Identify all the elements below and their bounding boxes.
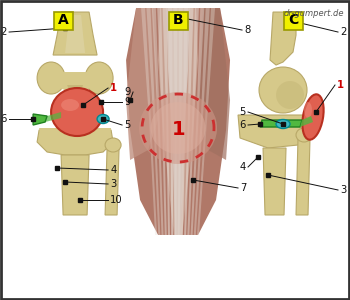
Text: 2: 2 [340,27,346,37]
Ellipse shape [276,81,304,109]
Text: 8: 8 [244,25,250,35]
Ellipse shape [51,88,103,136]
Polygon shape [61,155,89,215]
Polygon shape [263,148,286,215]
Text: 3: 3 [110,179,116,189]
Text: 5: 5 [240,107,246,117]
Text: C: C [288,13,298,27]
Polygon shape [163,8,170,235]
Text: 3: 3 [340,185,346,195]
Ellipse shape [302,94,324,140]
Polygon shape [146,8,160,235]
Polygon shape [181,8,188,235]
Ellipse shape [150,102,205,154]
Text: 1: 1 [337,80,344,90]
Polygon shape [152,8,163,235]
Polygon shape [191,8,204,235]
Text: 9: 9 [125,87,131,97]
Polygon shape [197,8,215,235]
Text: 4: 4 [240,162,246,172]
Ellipse shape [37,62,65,94]
Text: 10: 10 [110,195,123,205]
Polygon shape [260,120,302,127]
Polygon shape [105,148,119,215]
Polygon shape [45,112,61,122]
Ellipse shape [139,92,217,164]
Ellipse shape [61,99,79,111]
Polygon shape [194,8,210,235]
Text: 2: 2 [1,27,7,37]
Text: A: A [58,13,69,27]
Text: 9: 9 [124,97,131,107]
Polygon shape [158,8,198,235]
Ellipse shape [296,128,312,142]
Polygon shape [168,8,173,235]
Ellipse shape [105,138,121,152]
Polygon shape [178,8,183,235]
Text: 5: 5 [124,120,131,130]
Ellipse shape [304,102,312,118]
Polygon shape [65,15,85,53]
Ellipse shape [85,62,113,94]
Text: B: B [173,13,183,27]
Text: 6: 6 [1,114,7,124]
Polygon shape [126,8,230,235]
Polygon shape [53,12,97,55]
Polygon shape [157,8,167,235]
Polygon shape [198,8,230,160]
Polygon shape [33,114,47,125]
FancyBboxPatch shape [169,11,188,29]
Polygon shape [126,8,158,160]
Polygon shape [141,8,157,235]
Text: 1: 1 [110,83,117,93]
Polygon shape [187,8,199,235]
Text: 4: 4 [110,165,116,175]
FancyBboxPatch shape [54,11,72,29]
Polygon shape [51,72,99,92]
Polygon shape [184,8,194,235]
FancyBboxPatch shape [284,11,302,29]
Ellipse shape [97,115,109,124]
Text: 7: 7 [240,183,246,193]
Text: dr-gumpert.de: dr-gumpert.de [284,9,344,18]
Ellipse shape [259,67,307,113]
Text: 1: 1 [172,119,186,139]
Ellipse shape [276,119,290,128]
Polygon shape [166,8,190,235]
Text: 6: 6 [240,120,246,130]
Polygon shape [296,138,310,215]
Polygon shape [39,128,111,140]
Polygon shape [270,12,296,65]
Polygon shape [37,130,113,155]
Polygon shape [300,116,313,127]
Polygon shape [238,115,316,148]
Polygon shape [173,8,177,235]
Polygon shape [67,85,83,96]
